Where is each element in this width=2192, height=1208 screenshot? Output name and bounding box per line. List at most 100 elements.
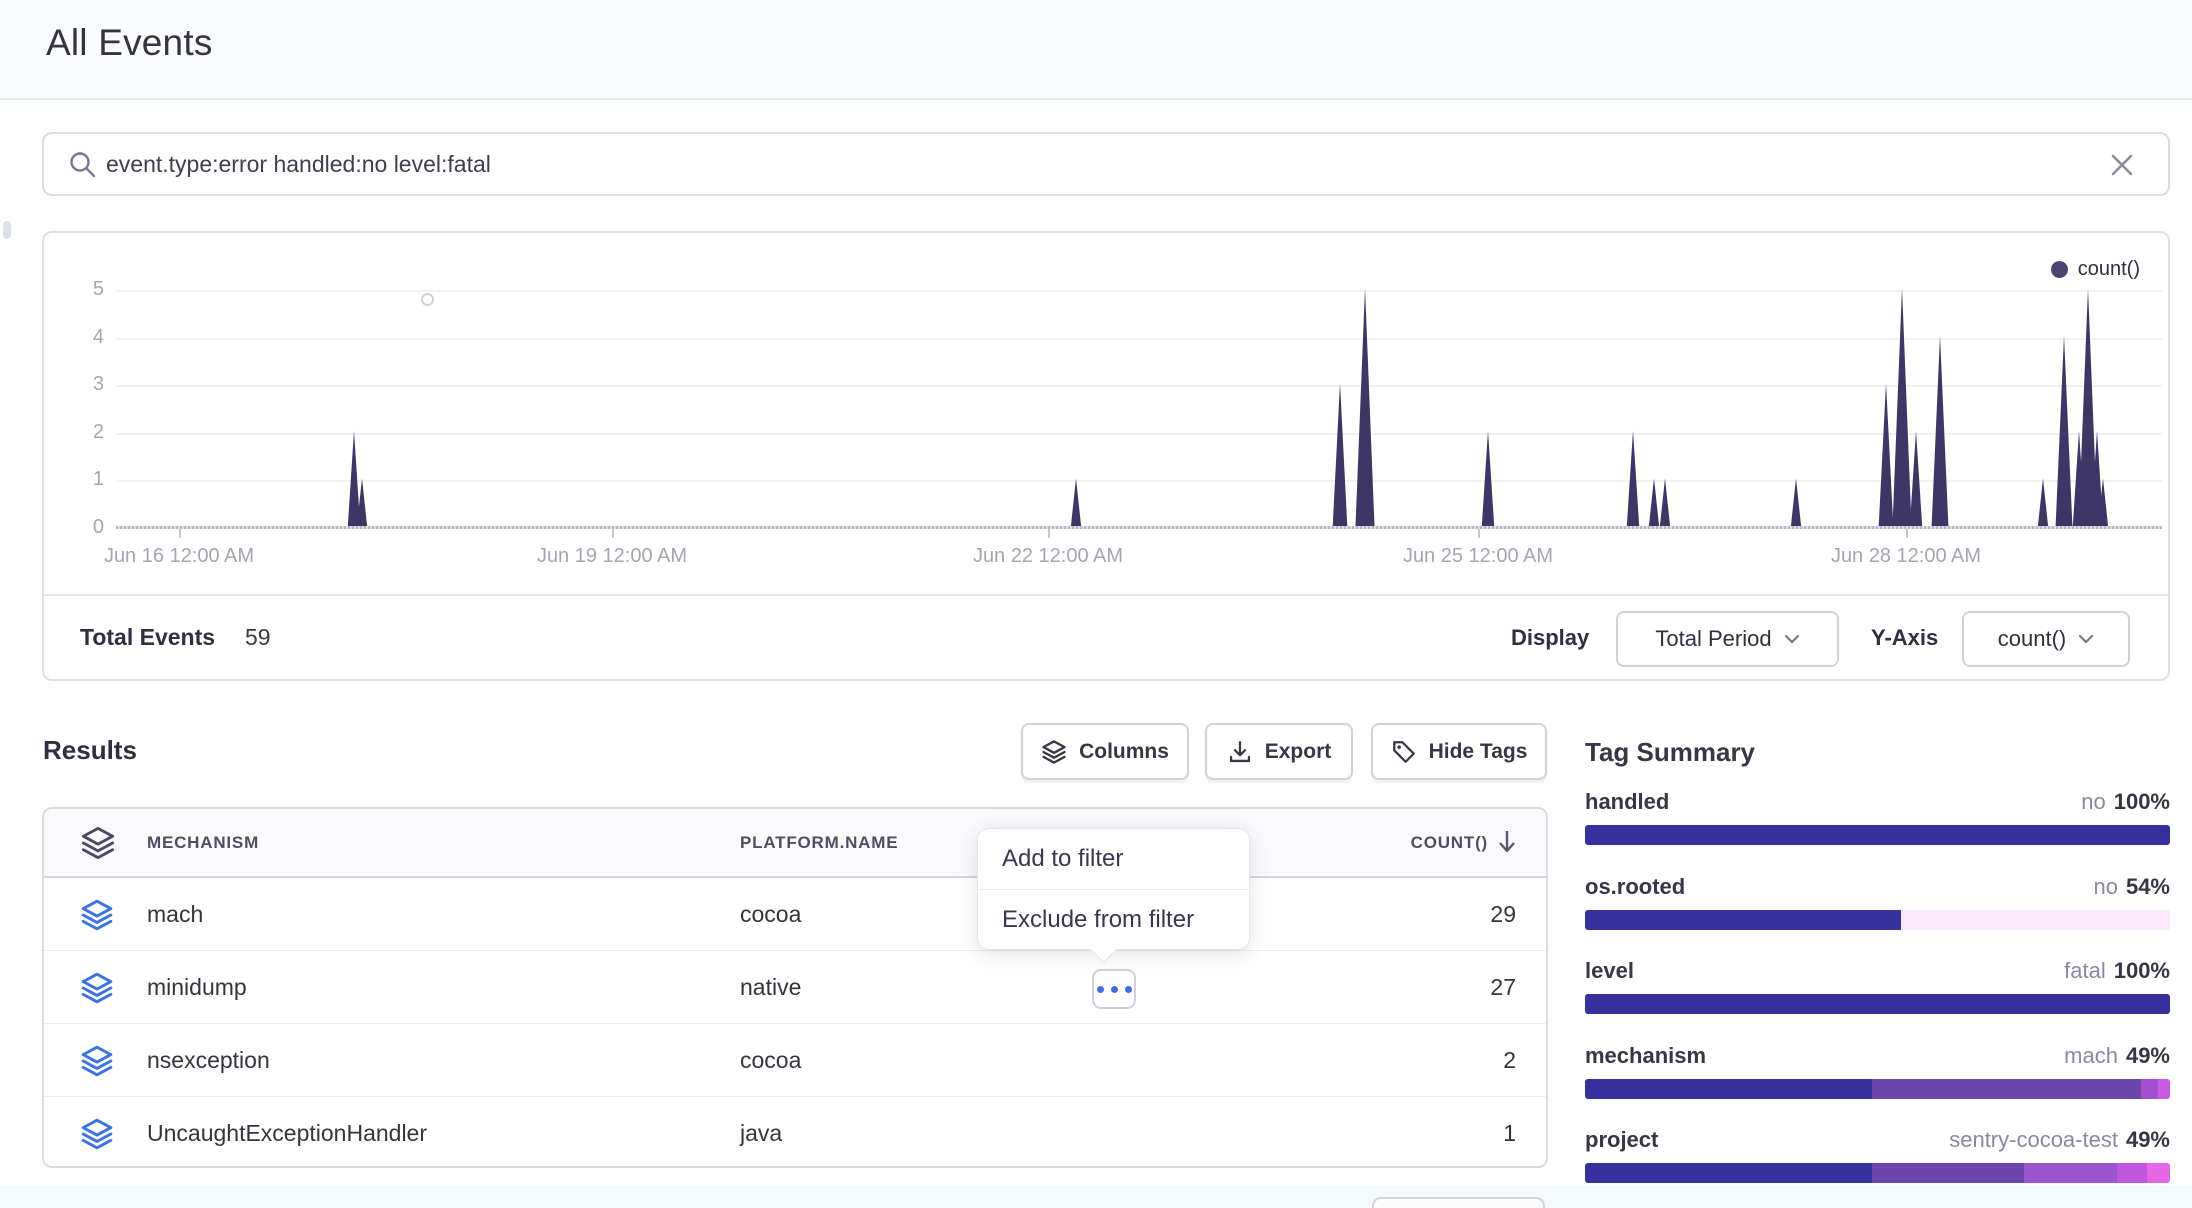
tag-bar[interactable] — [1585, 825, 2170, 845]
x-axis-tick-label: Jun 22 12:00 AM — [972, 545, 1124, 567]
cell-platform-name[interactable]: native — [740, 974, 802, 1000]
count-spike[interactable] — [2037, 478, 2049, 526]
cell-mechanism[interactable]: minidump — [147, 974, 247, 1000]
tag-bar-segment[interactable] — [2140, 1079, 2159, 1099]
cell-mechanism[interactable]: UncaughtExceptionHandler — [147, 1120, 428, 1146]
tag-summary-entry-handled: handled no 100% — [1585, 789, 2170, 845]
cell-actions-button[interactable] — [1092, 969, 1136, 1009]
y-axis-tick-label: 3 — [92, 373, 104, 396]
clear-search-icon[interactable] — [2106, 149, 2138, 181]
count-spike[interactable] — [1481, 430, 1495, 526]
tag-bar[interactable] — [1585, 1163, 2170, 1183]
y-axis-tick-label: 0 — [92, 516, 104, 538]
table-row[interactable]: minidump native 27 — [44, 951, 1546, 1024]
download-icon — [1227, 739, 1253, 765]
table-row[interactable]: mach cocoa 29 — [44, 878, 1546, 951]
cell-mechanism[interactable]: nsexception — [147, 1047, 270, 1073]
cell-count[interactable]: 29 — [1490, 901, 1516, 927]
count-spike[interactable] — [2090, 430, 2104, 526]
chart-footer: Total Events 59 Display Total Period Y-A… — [44, 596, 2168, 681]
tag-bar[interactable] — [1585, 994, 2170, 1014]
layers-icon — [80, 1117, 114, 1151]
search-input[interactable]: event.type:error handled:no level:fatal — [106, 151, 491, 177]
tag-name: level — [1585, 958, 1634, 983]
tag-bar-segment[interactable] — [1871, 1163, 2024, 1183]
legend-label: count() — [2077, 257, 2140, 280]
cell-platform-name[interactable]: cocoa — [740, 1047, 802, 1073]
export-button[interactable]: Export — [1205, 723, 1353, 780]
cell-platform-name[interactable]: java — [740, 1120, 783, 1146]
cell-count[interactable]: 1 — [1503, 1120, 1516, 1146]
columns-button[interactable]: Columns — [1021, 723, 1189, 780]
column-header-count[interactable]: COUNT() — [1410, 833, 1488, 852]
chart-legend[interactable]: count() — [2050, 257, 2140, 281]
column-header-platform-name[interactable]: PLATFORM.NAME — [740, 833, 899, 852]
tag-bar[interactable] — [1585, 910, 2170, 930]
cell-count[interactable]: 2 — [1503, 1047, 1516, 1073]
y-axis-label: Y-Axis — [1871, 625, 1939, 650]
count-spike[interactable] — [2078, 288, 2098, 526]
column-header-mechanism[interactable]: MECHANISM — [147, 833, 260, 852]
display-select[interactable]: Total Period — [1616, 611, 1839, 667]
search-icon — [68, 150, 98, 180]
y-axis-select[interactable]: count() — [1962, 611, 2130, 667]
count-spike[interactable] — [356, 478, 368, 526]
count-spike[interactable] — [347, 430, 361, 526]
menu-item-add-to-filter[interactable]: Add to filter — [1002, 845, 1124, 872]
table-row[interactable]: UncaughtExceptionHandler java 1 — [44, 1097, 1546, 1166]
count-spike[interactable] — [1332, 383, 1348, 526]
tag-bar-segment[interactable] — [1900, 910, 2170, 930]
event-count-series[interactable] — [116, 233, 2162, 526]
hide-tags-button[interactable]: Hide Tags — [1371, 723, 1547, 780]
tag-name: handled — [1585, 789, 1670, 814]
tag-bar-segment[interactable] — [1585, 910, 1901, 930]
count-spike[interactable] — [1878, 383, 1894, 526]
count-spike[interactable] — [1931, 335, 1949, 526]
x-axis-tick — [1906, 529, 1908, 538]
x-axis-tick-label: Jun 25 12:00 AM — [1402, 545, 1554, 567]
gridline — [116, 480, 2162, 483]
sort-desc-icon[interactable] — [1496, 829, 1518, 855]
menu-item-exclude-from-filter[interactable]: Exclude from filter — [1002, 906, 1195, 933]
layers-icon — [80, 898, 114, 932]
cell-count[interactable]: 27 — [1490, 974, 1516, 1000]
count-spike[interactable] — [1355, 288, 1375, 526]
pagination-button-group[interactable] — [1372, 1197, 1545, 1208]
count-spike[interactable] — [1648, 478, 1660, 526]
tag-bar-segment[interactable] — [2146, 1163, 2170, 1183]
count-spike[interactable] — [1659, 478, 1671, 526]
count-spike[interactable] — [2097, 478, 2109, 526]
gridline — [116, 432, 2162, 435]
tag-bar-segment[interactable] — [1585, 1079, 1872, 1099]
count-spike[interactable] — [2055, 335, 2073, 526]
count-spike[interactable] — [1892, 288, 1912, 526]
tag-bar-segment[interactable] — [2023, 1163, 2118, 1183]
count-spike[interactable] — [1909, 430, 1923, 526]
cell-platform-name[interactable]: cocoa — [740, 901, 802, 927]
tag-bar-segment[interactable] — [1871, 1079, 2141, 1099]
gridline — [116, 385, 2162, 388]
scrollbar-artifact — [3, 221, 11, 239]
tag-top-value: sentry-cocoa-test 49% — [1949, 1127, 2170, 1152]
cell-mechanism[interactable]: mach — [147, 901, 204, 927]
y-axis-select-value: count() — [1997, 626, 2067, 651]
tag-top-value: mach 49% — [2064, 1043, 2170, 1068]
tag-top-value: no 54% — [2093, 874, 2170, 899]
tag-bar-segment[interactable] — [2158, 1079, 2170, 1099]
y-axis-tick-label: 2 — [92, 420, 104, 443]
tag-bar-segment[interactable] — [1585, 994, 2170, 1014]
tag-bar-segment[interactable] — [2117, 1163, 2147, 1183]
count-spike[interactable] — [1070, 478, 1082, 526]
table-row[interactable]: nsexception cocoa 2 — [44, 1024, 1546, 1097]
y-axis-tick-label: 4 — [92, 325, 104, 348]
tag-name: project — [1585, 1127, 1659, 1152]
count-spike[interactable] — [1790, 478, 1802, 526]
tag-bar[interactable] — [1585, 1079, 2170, 1099]
events-chart-panel: count() 0 1 2 3 4 5 Jun 16 12:00 AM Jun 19 12:… — [42, 231, 2170, 681]
tag-bar-segment[interactable] — [1585, 825, 2170, 845]
count-spike[interactable] — [1626, 430, 1640, 526]
search-bar[interactable]: event.type:error handled:no level:fatal — [42, 132, 2170, 196]
tag-summary-entry-level: level fatal 100% — [1585, 958, 2170, 1014]
tag-bar-segment[interactable] — [1585, 1163, 1872, 1183]
